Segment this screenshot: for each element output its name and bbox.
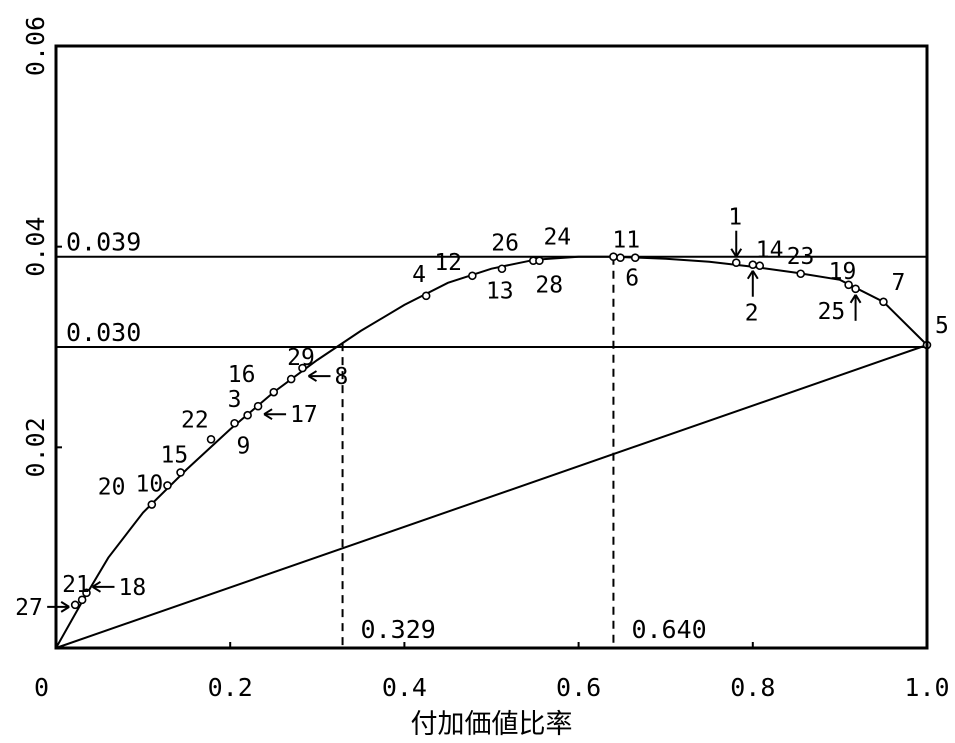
pointer-arrowhead: [91, 580, 102, 593]
data-point-14: [755, 261, 765, 271]
data-point-9: [230, 418, 239, 428]
plot-frame: [54, 44, 929, 650]
data-point-29: [286, 374, 296, 384]
point-label-1: 1: [728, 205, 742, 231]
point-label-23: 23: [787, 244, 815, 270]
x-tick-label: 0.4: [382, 673, 427, 702]
chart-text-layer: 0 0.2 0.4 0.6 0.8 1.0 0.02 0.04 0.06 付加価値比率 0.039 0…: [15, 16, 949, 740]
x-axis-label: 付加価値比率: [411, 709, 573, 740]
point-label-9: 9: [237, 433, 251, 459]
pointer-arrowhead: [263, 408, 273, 421]
point-label-16: 16: [228, 362, 256, 388]
data-point-3: [243, 410, 252, 420]
point-label-18: 18: [118, 575, 146, 601]
pointer-arrowhead: [849, 294, 862, 304]
data-point-24: [609, 252, 618, 262]
point-label-25: 25: [818, 299, 846, 325]
point-label-21: 21: [62, 572, 90, 598]
data-point-13: [497, 264, 507, 274]
point-label-14: 14: [756, 238, 784, 264]
point-label-11: 11: [612, 228, 640, 254]
chart-points-layer: [47, 230, 932, 613]
data-point-8: [298, 363, 307, 373]
x-tick-label: 0.8: [730, 673, 775, 702]
x-tick-label: 0: [34, 673, 49, 702]
data-point-20: [147, 500, 157, 509]
hline-label: 0.030: [66, 318, 141, 347]
data-point-16: [269, 387, 279, 397]
diagonal-line: [55, 344, 928, 649]
point-label-17: 17: [290, 402, 318, 428]
data-point-17: [253, 401, 263, 411]
data-point-19: [844, 280, 853, 290]
pointer-arrowhead: [746, 270, 759, 280]
point-label-5: 5: [935, 313, 949, 339]
x-tick-label: 0.6: [556, 673, 601, 702]
x-tick-label: 1.0: [904, 673, 949, 702]
point-label-20: 20: [98, 475, 126, 501]
point-label-28: 28: [535, 273, 563, 299]
data-point-10: [163, 481, 172, 490]
point-label-29: 29: [287, 345, 315, 371]
point-label-10: 10: [135, 471, 163, 497]
point-label-26: 26: [491, 231, 519, 257]
point-label-24: 24: [543, 225, 571, 251]
vline-label: 0.329: [361, 615, 436, 644]
data-point-27: [70, 600, 80, 610]
point-label-6: 6: [625, 266, 639, 292]
data-point-22: [206, 435, 216, 444]
point-label-22: 22: [181, 407, 209, 433]
point-label-4: 4: [412, 262, 426, 288]
pointer-arrowhead: [307, 370, 318, 382]
data-point-4: [421, 291, 431, 301]
data-point-21: [77, 595, 87, 605]
y-tick-label: 0.06: [21, 16, 50, 76]
hline-label: 0.039: [66, 228, 141, 257]
y-tick-label: 0.02: [21, 417, 50, 477]
data-point-11: [616, 253, 625, 263]
y-tick-label: 0.04: [21, 217, 50, 277]
data-point-12: [468, 271, 477, 281]
point-label-8: 8: [334, 364, 348, 390]
data-point-7: [879, 297, 888, 307]
data-point-18: [82, 588, 91, 598]
point-label-12: 12: [434, 250, 462, 276]
point-label-15: 15: [161, 442, 189, 468]
point-label-7: 7: [891, 270, 905, 296]
data-point-15: [176, 468, 185, 477]
data-point-1: [731, 258, 741, 268]
point-label-2: 2: [745, 301, 759, 327]
vline-label: 0.640: [631, 615, 706, 644]
data-point-6: [630, 253, 640, 263]
x-tick-label: 0.2: [208, 673, 253, 702]
point-label-3: 3: [228, 387, 242, 413]
point-label-13: 13: [486, 279, 514, 305]
point-label-19: 19: [829, 259, 857, 285]
data-point-25: [851, 284, 860, 294]
pointer-arrowhead: [730, 248, 743, 258]
pointer-arrowhead: [60, 601, 70, 613]
data-point-23: [796, 269, 806, 279]
point-label-27: 27: [15, 595, 43, 621]
data-point-28: [535, 256, 544, 266]
